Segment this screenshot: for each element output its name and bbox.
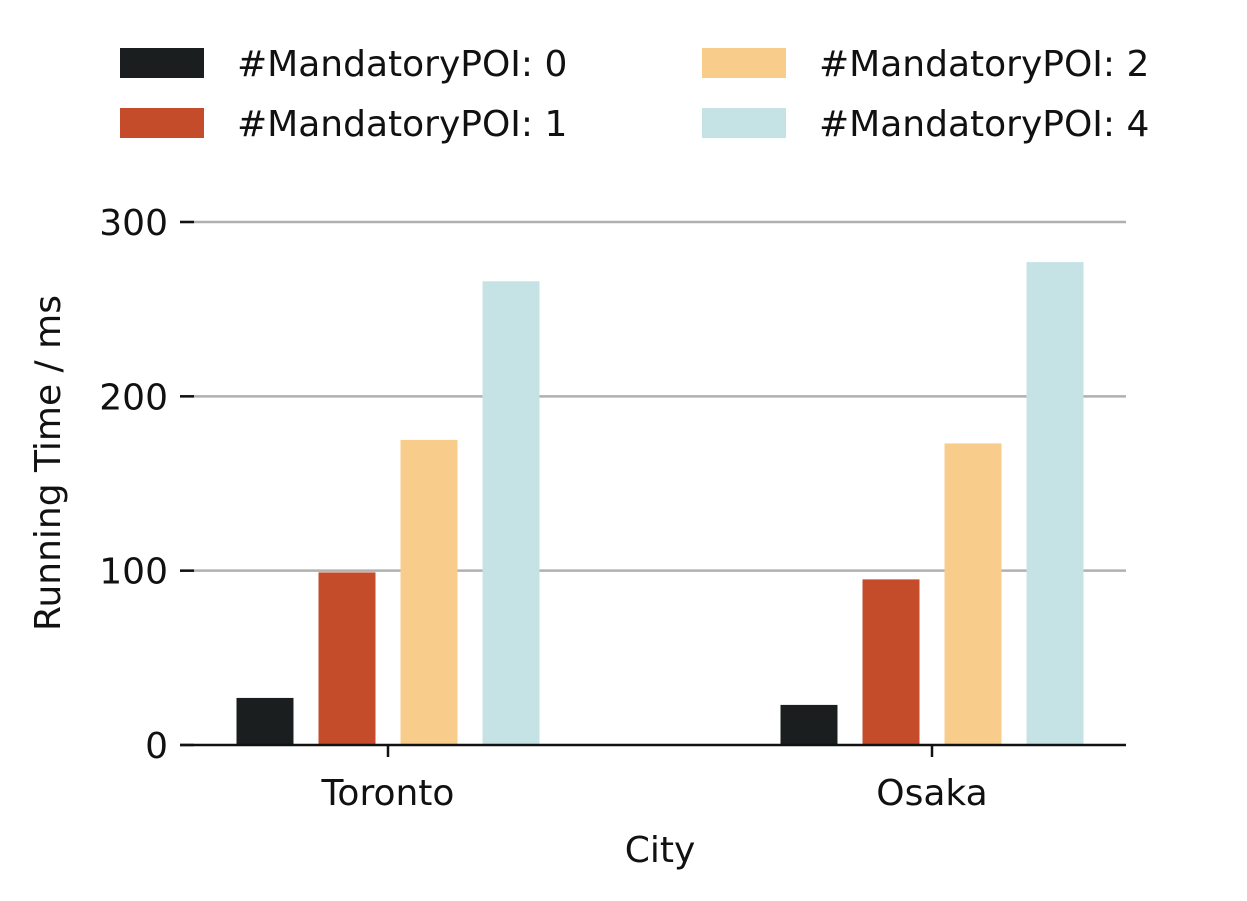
x-tick-label: Osaka	[876, 773, 987, 814]
legend-label: #MandatoryPOI: 2	[819, 44, 1149, 85]
bar	[482, 281, 540, 745]
bar	[944, 443, 1002, 745]
legend-label: #MandatoryPOI: 4	[819, 104, 1149, 145]
y-axis-label: Running Time / ms	[28, 295, 69, 631]
bars	[236, 262, 1084, 745]
x-axis-label: City	[625, 830, 696, 871]
legend-label: #MandatoryPOI: 0	[237, 44, 567, 85]
bar	[862, 579, 920, 745]
y-tick-label: 100	[99, 552, 168, 593]
y-tick-label: 300	[99, 203, 168, 244]
bar	[400, 439, 458, 745]
legend-swatch	[702, 48, 786, 78]
legend-swatch	[120, 108, 204, 138]
axes: 0 100 200 300 Toronto Osaka	[99, 203, 1126, 814]
bar	[318, 572, 376, 745]
y-tick-label: 200	[99, 377, 168, 418]
legend: #MandatoryPOI: 0 #MandatoryPOI: 1 #Mandato…	[120, 44, 1149, 145]
bar	[236, 697, 294, 745]
legend-swatch	[702, 108, 786, 138]
legend-swatch	[120, 48, 204, 78]
y-tick-label: 0	[145, 726, 168, 767]
bar	[780, 704, 838, 745]
legend-label: #MandatoryPOI: 1	[237, 104, 567, 145]
x-tick-label: Toronto	[321, 773, 455, 814]
bar	[1026, 262, 1084, 745]
